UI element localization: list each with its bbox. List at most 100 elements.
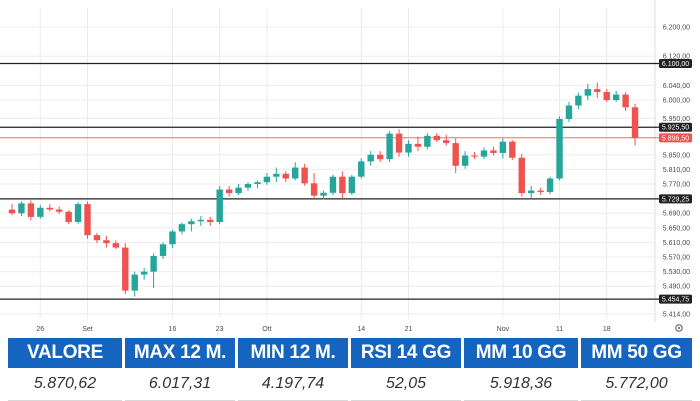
candle-body (178, 224, 186, 232)
candle-body (225, 189, 233, 194)
candle-body (37, 207, 44, 217)
candle-body (433, 135, 440, 141)
candle-body (65, 211, 72, 222)
candle (376, 151, 384, 163)
candle (188, 218, 195, 232)
candle (27, 200, 35, 221)
candle (603, 89, 610, 102)
candle (320, 190, 327, 200)
candle (546, 176, 554, 195)
level-label-box (659, 133, 692, 143)
stat-rsi-14gg: RSI 14 GG 52,05 (351, 338, 461, 401)
candle (424, 132, 431, 150)
candle (452, 138, 459, 174)
candle (329, 174, 337, 195)
candle (178, 222, 186, 235)
stats-table: VALORE 5.870,62 MAX 12 M. 6.017,31 MIN 1… (8, 338, 692, 401)
candle-body (367, 154, 374, 162)
y-tick-label: 5.690,00 (663, 211, 690, 218)
x-tick-label: 26 (36, 326, 44, 333)
candle-body (188, 221, 195, 225)
candle (622, 91, 629, 111)
candle (37, 205, 44, 219)
y-tick-label: 5.530,00 (663, 269, 690, 276)
x-tick-label: 18 (603, 326, 611, 333)
candle-body (140, 271, 148, 275)
candle (565, 101, 573, 122)
x-tick-label: Ott (262, 326, 271, 333)
stat-label: MAX 12 M. (125, 338, 235, 368)
candle (84, 201, 91, 239)
candle-body (112, 243, 120, 248)
candle (140, 267, 148, 280)
candle-body (122, 247, 129, 291)
candle (575, 92, 582, 110)
candle (518, 154, 525, 197)
candle (584, 83, 592, 101)
stat-value: 5.772,00 (581, 368, 692, 401)
candle (93, 232, 101, 244)
candle (74, 202, 82, 225)
candle (56, 206, 63, 214)
candle (169, 229, 176, 248)
price-chart[interactable]: 6.100,00 5.925,50 5.896,50 5.729,25 5.454,75… (0, 0, 700, 338)
candle (367, 151, 374, 166)
x-tick-label: 23 (216, 326, 224, 333)
candle-body (405, 143, 412, 153)
candle-body (386, 133, 393, 160)
level-label-box (659, 122, 692, 132)
y-axis: 6.100,00 5.925,50 5.896,50 5.729,25 5.454,75… (659, 25, 692, 319)
candles (8, 82, 639, 297)
stat-value: 52,05 (351, 368, 461, 401)
candle-body (27, 203, 35, 217)
candle (292, 162, 299, 181)
candle-body (74, 204, 82, 222)
candle-body (499, 141, 507, 153)
stat-mm-10gg: MM 10 GG 5.918,36 (464, 338, 578, 401)
candle (471, 151, 478, 160)
candle-body (603, 91, 610, 101)
candle-body (292, 167, 299, 179)
candle-body (131, 274, 138, 291)
level-label-box (659, 294, 692, 304)
x-tick-label: 21 (405, 326, 413, 333)
candle-body (509, 141, 516, 158)
candle-body (8, 209, 16, 214)
candle-body (490, 150, 497, 153)
x-tick-label: Set (82, 326, 93, 333)
candle (131, 271, 138, 297)
candle-body (310, 183, 318, 196)
candle-body (575, 95, 582, 106)
candle (159, 242, 167, 259)
candle-body (556, 119, 563, 179)
candle (235, 184, 242, 195)
candle-body (452, 143, 459, 166)
candle (631, 103, 639, 146)
candlestick-chart[interactable]: 6.100,00 5.925,50 5.896,50 5.729,25 5.454,75… (0, 0, 700, 338)
candle-body (395, 133, 403, 153)
y-tick-label: 6.120,00 (663, 54, 690, 61)
candle-body (424, 135, 431, 147)
candle (273, 167, 280, 183)
y-tick-label: 5.650,00 (663, 225, 690, 232)
candle (386, 131, 393, 163)
candle-body (254, 182, 261, 185)
stat-max-12m: MAX 12 M. 6.017,31 (125, 338, 235, 401)
candle-body (207, 219, 214, 222)
candle-body (18, 203, 25, 214)
stat-label: VALORE (8, 338, 122, 368)
candle (395, 129, 403, 157)
candle (358, 158, 365, 179)
candle (461, 151, 469, 169)
candle (480, 147, 488, 160)
gear-icon[interactable] (675, 324, 683, 332)
candle (122, 243, 129, 295)
y-tick-label: 6.000,00 (663, 98, 690, 105)
candle (282, 171, 289, 183)
candle (405, 140, 412, 157)
candle (612, 90, 620, 102)
candle-body (414, 143, 422, 147)
level-label: 5.925,50 (662, 125, 689, 132)
stat-value: 5.918,36 (464, 368, 578, 401)
x-tick-label: 16 (169, 326, 177, 333)
